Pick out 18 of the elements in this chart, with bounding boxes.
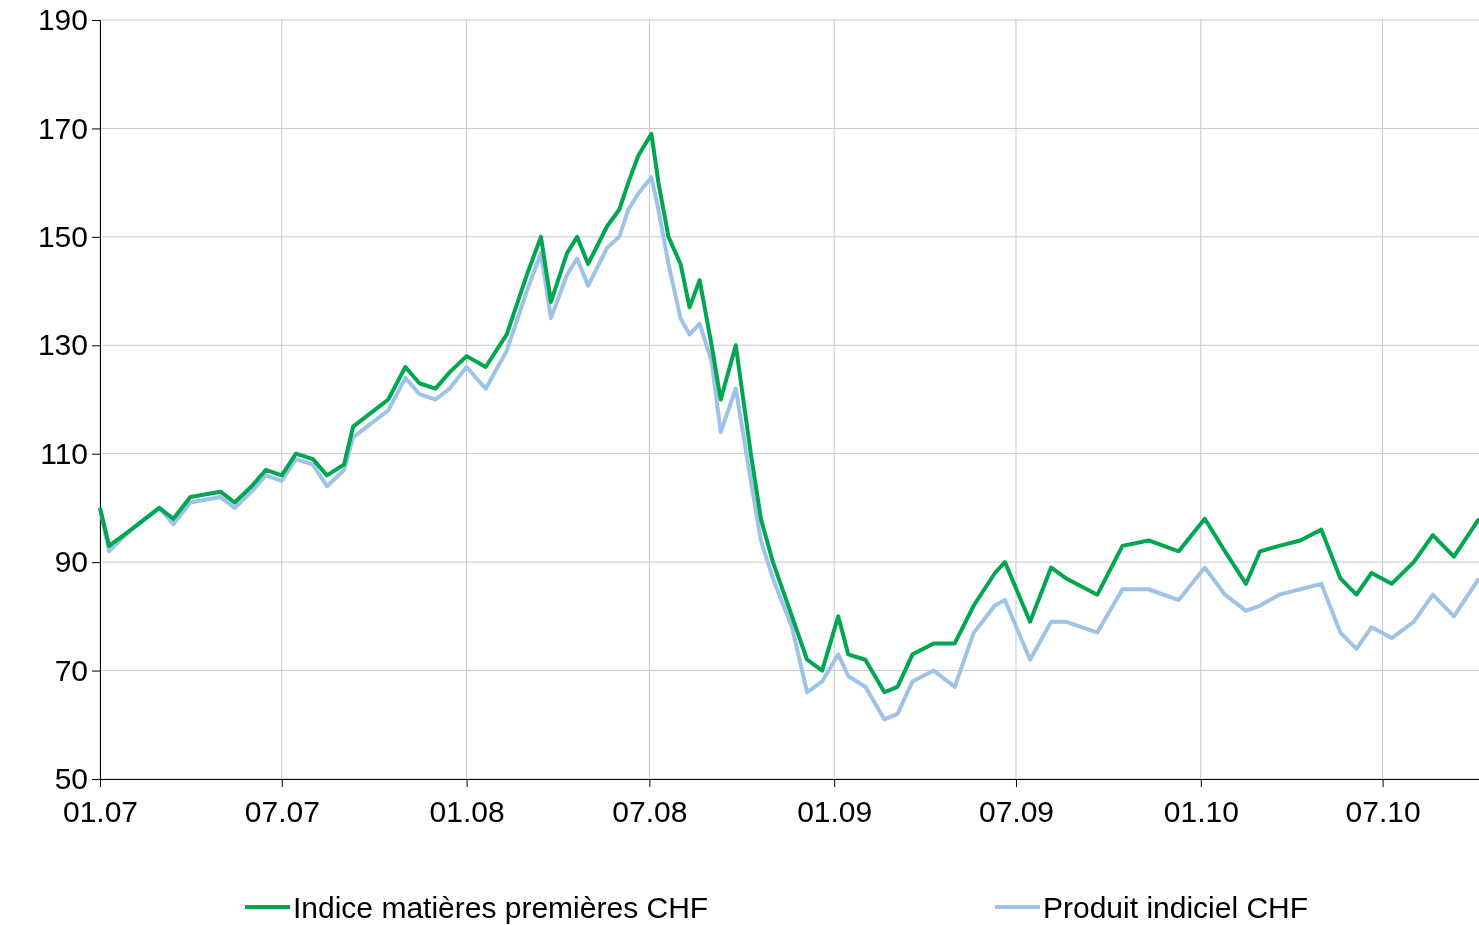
x-tick-label: 01.07	[62, 795, 139, 829]
y-tick-label: 90	[54, 545, 88, 579]
y-tick-label: 130	[37, 328, 88, 362]
x-tick-label: 07.09	[978, 795, 1055, 829]
y-tick-label: 110	[40, 436, 88, 470]
legend-label: Produit indiciel CHF	[1043, 891, 1309, 924]
x-tick-label: 01.09	[797, 795, 873, 829]
x-tick-label: 07.10	[1345, 795, 1421, 829]
y-tick-label: 190	[37, 3, 88, 37]
y-tick-label: 50	[54, 762, 88, 796]
x-tick-label: 07.07	[244, 795, 320, 829]
y-tick-label: 70	[54, 653, 88, 687]
x-tick-label: 01.08	[429, 795, 505, 829]
y-tick-label: 170	[37, 111, 88, 145]
x-tick-label: 01.10	[1163, 795, 1239, 829]
y-tick-label: 150	[37, 219, 88, 253]
legend-label: Indice matières premières CHF	[293, 891, 709, 924]
x-tick-label: 07.08	[612, 795, 688, 829]
